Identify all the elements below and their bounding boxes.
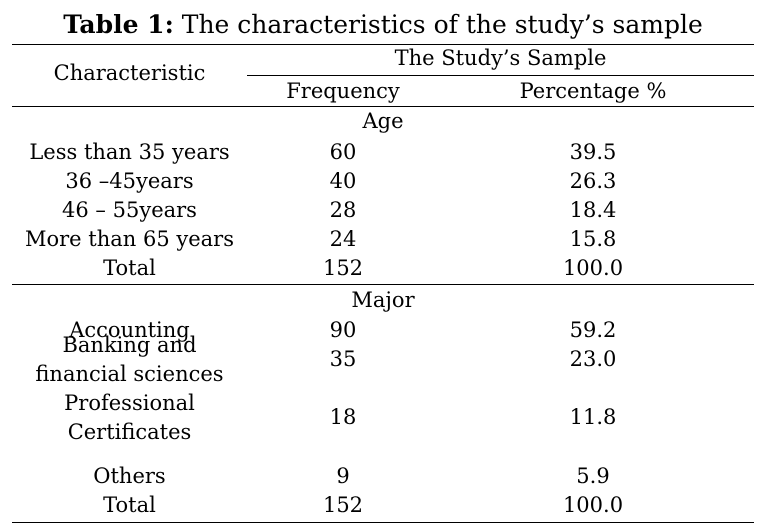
row-percentage: 100.0 bbox=[562, 493, 624, 517]
row-frequency: 60 bbox=[329, 140, 357, 164]
header-study-sample: The Study’s Sample bbox=[394, 46, 607, 70]
row-label: Others bbox=[93, 464, 166, 488]
section-rule bbox=[12, 284, 754, 285]
section-title: Age bbox=[362, 109, 404, 133]
table-caption: Table 1: The characteristics of the stud… bbox=[0, 7, 766, 43]
row-percentage: 11.8 bbox=[569, 405, 617, 429]
row-label: 36 –45years bbox=[65, 169, 194, 193]
table-label: Table 1: bbox=[63, 10, 174, 39]
section-title: Major bbox=[351, 288, 415, 312]
header-group-rule bbox=[247, 75, 754, 76]
row-frequency: 28 bbox=[329, 198, 357, 222]
bottom-rule bbox=[12, 522, 754, 523]
row-label: financial sciences bbox=[35, 361, 224, 386]
row-percentage: 5.9 bbox=[576, 464, 610, 488]
row-frequency: 24 bbox=[329, 227, 357, 251]
row-label: Professional bbox=[64, 390, 195, 415]
row-percentage: 26.3 bbox=[569, 169, 617, 193]
row-percentage: 39.5 bbox=[569, 140, 617, 164]
row-label: Accounting bbox=[69, 318, 190, 342]
header-bottom-rule bbox=[12, 106, 754, 107]
row-percentage: 23.0 bbox=[569, 347, 617, 371]
row-frequency: 9 bbox=[336, 464, 350, 488]
row-label: Certificates bbox=[67, 419, 192, 444]
row-label: More than 65 years bbox=[25, 227, 234, 251]
top-rule bbox=[12, 44, 754, 45]
header-frequency: Frequency bbox=[286, 79, 400, 103]
header-percentage: Percentage % bbox=[519, 79, 667, 103]
table-title: The characteristics of the study’s sampl… bbox=[181, 10, 703, 39]
row-percentage: 18.4 bbox=[569, 198, 617, 222]
row-frequency: 90 bbox=[329, 318, 357, 342]
row-frequency: 152 bbox=[322, 256, 364, 280]
row-percentage: 59.2 bbox=[569, 318, 617, 342]
row-frequency: 18 bbox=[329, 405, 357, 429]
row-label: Total bbox=[103, 256, 156, 280]
row-label: Banking and bbox=[62, 332, 197, 357]
row-frequency: 35 bbox=[329, 347, 357, 371]
row-percentage: 15.8 bbox=[569, 227, 617, 251]
row-percentage: 100.0 bbox=[562, 256, 624, 280]
row-frequency: 152 bbox=[322, 493, 364, 517]
row-label: Less than 35 years bbox=[29, 140, 230, 164]
header-characteristic: Characteristic bbox=[53, 61, 206, 85]
row-frequency: 40 bbox=[329, 169, 357, 193]
row-label: Total bbox=[103, 493, 156, 517]
row-label: 46 – 55years bbox=[62, 198, 197, 222]
